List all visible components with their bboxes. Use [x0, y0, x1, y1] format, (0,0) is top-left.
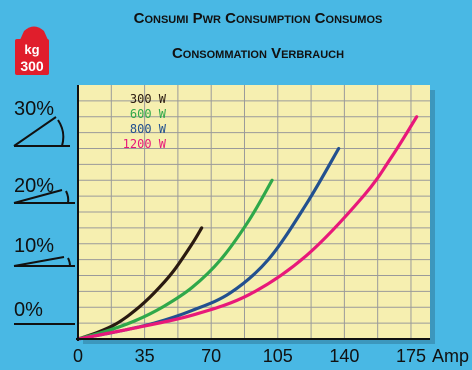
- x-tick-label: 35: [135, 346, 155, 366]
- series-line-4: [76, 115, 419, 341]
- y-tick-label: 0%: [14, 299, 43, 321]
- x-tick-label: 140: [329, 346, 359, 366]
- x-tick-label: 0: [73, 346, 83, 366]
- slope-30-icon: [13, 116, 70, 147]
- slope-20: 20%: [13, 175, 75, 204]
- x-tick-label: 175: [396, 346, 426, 366]
- chart-title-line1: Consumi Pwr Consumption Consumos: [134, 10, 383, 27]
- weight-icon: [20, 26, 48, 40]
- series-line-2: [76, 178, 274, 341]
- x-tick-labels: 0 35 70 105 140 175: [73, 346, 426, 366]
- legend-entry: 300 W: [130, 92, 167, 106]
- legend-entry: 600 W: [130, 107, 167, 121]
- weight-badge: kg 300: [15, 26, 49, 75]
- slope-10-icon: [13, 256, 75, 267]
- badge-value: 300: [20, 58, 44, 74]
- chart-title-line2: Consommation Verbrauch: [172, 45, 344, 62]
- y-tick-label: 10%: [14, 235, 54, 257]
- y-tick-label: 30%: [14, 98, 54, 120]
- slope-30: 30%: [13, 98, 70, 147]
- slope-10: 10%: [13, 235, 75, 267]
- legend-entry: 800 W: [130, 122, 167, 136]
- x-tick-label: 105: [263, 346, 293, 366]
- slope-0: 0%: [14, 299, 75, 325]
- legend-entry: 1200 W: [123, 137, 167, 151]
- slope-20-icon: [13, 189, 75, 204]
- series-lines: [76, 115, 419, 341]
- weight-badge-body: [15, 39, 49, 75]
- x-axis-unit: Amp: [432, 346, 469, 366]
- y-tick-label: 20%: [14, 175, 54, 197]
- badge-unit: kg: [24, 42, 39, 57]
- x-tick-label: 70: [201, 346, 221, 366]
